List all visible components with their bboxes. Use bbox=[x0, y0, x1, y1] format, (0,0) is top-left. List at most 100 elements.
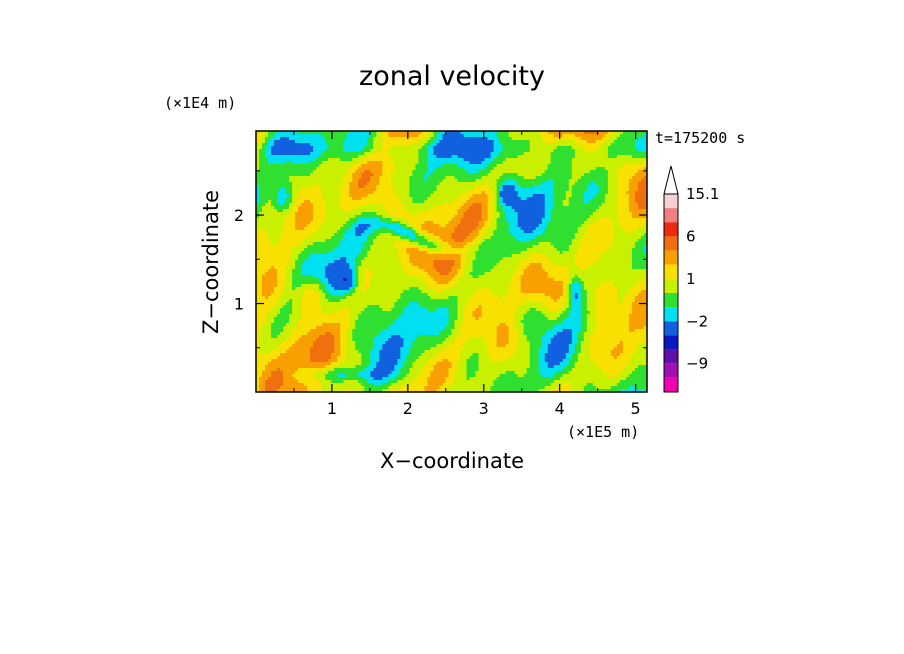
field-cell bbox=[526, 134, 531, 138]
field-cell bbox=[436, 206, 440, 210]
field-cell bbox=[415, 236, 419, 240]
field-cell bbox=[328, 197, 332, 201]
field-cell bbox=[529, 146, 534, 150]
field-cell bbox=[283, 173, 287, 177]
field-cell bbox=[583, 155, 588, 159]
field-cell bbox=[406, 200, 410, 204]
field-cell bbox=[499, 191, 504, 195]
field-cell bbox=[280, 221, 284, 225]
field-cell bbox=[538, 161, 543, 165]
field-cell bbox=[637, 215, 642, 219]
field-cell bbox=[562, 200, 567, 204]
field-cell bbox=[334, 188, 338, 192]
field-cell bbox=[475, 176, 479, 180]
field-cell bbox=[256, 221, 260, 225]
field-cell bbox=[307, 176, 311, 180]
field-cell bbox=[463, 227, 467, 231]
field-cell bbox=[493, 221, 498, 225]
field-cell bbox=[610, 227, 615, 231]
field-cell bbox=[313, 215, 317, 219]
field-cell bbox=[445, 206, 449, 210]
field-cell bbox=[280, 134, 284, 138]
field-cell bbox=[403, 197, 407, 201]
field-cell bbox=[553, 194, 558, 198]
field-cell bbox=[298, 227, 302, 231]
field-cell bbox=[490, 134, 495, 138]
field-cell bbox=[544, 137, 549, 141]
field-cell bbox=[463, 137, 467, 141]
field-cell bbox=[514, 236, 519, 240]
field-cell bbox=[463, 218, 467, 222]
field-cell bbox=[550, 209, 555, 213]
field-cell bbox=[328, 167, 332, 171]
field-cell bbox=[370, 242, 374, 246]
field-cell bbox=[577, 179, 582, 183]
field-cell bbox=[601, 206, 606, 210]
field-cell bbox=[436, 158, 440, 162]
field-cell bbox=[541, 173, 546, 177]
field-cell bbox=[631, 236, 636, 240]
field-cell bbox=[394, 203, 398, 207]
field-cell bbox=[637, 191, 642, 195]
field-cell bbox=[574, 209, 579, 213]
field-cell bbox=[616, 137, 621, 141]
field-cell bbox=[316, 173, 320, 177]
field-cell bbox=[553, 227, 558, 231]
field-cell bbox=[490, 131, 495, 135]
field-cell bbox=[466, 230, 470, 234]
field-cell bbox=[562, 158, 567, 162]
field-cell bbox=[319, 230, 323, 234]
field-cell bbox=[613, 203, 618, 207]
field-cell bbox=[499, 215, 504, 219]
field-cell bbox=[556, 236, 561, 240]
field-cell bbox=[478, 239, 482, 243]
field-cell bbox=[574, 224, 579, 228]
field-cell bbox=[499, 206, 504, 210]
field-cell bbox=[538, 218, 543, 222]
field-cell bbox=[625, 209, 630, 213]
field-cell bbox=[469, 134, 473, 138]
field-cell bbox=[511, 227, 516, 231]
field-cell bbox=[568, 185, 573, 189]
field-cell bbox=[322, 143, 326, 147]
field-cell bbox=[337, 224, 341, 228]
field-cell bbox=[583, 233, 588, 237]
field-cell bbox=[256, 194, 260, 198]
field-cell bbox=[262, 200, 266, 204]
field-cell bbox=[487, 221, 491, 225]
field-cell bbox=[505, 167, 510, 171]
field-cell bbox=[505, 152, 510, 156]
field-cell bbox=[331, 146, 335, 150]
field-cell bbox=[406, 230, 410, 234]
field-cell bbox=[490, 182, 495, 186]
field-cell bbox=[292, 221, 296, 225]
field-cell bbox=[316, 239, 320, 243]
field-cell bbox=[568, 236, 573, 240]
field-cell bbox=[268, 242, 272, 246]
field-cell bbox=[601, 155, 606, 159]
field-cell bbox=[439, 182, 443, 186]
field-cell bbox=[592, 155, 597, 159]
field-cell bbox=[607, 131, 612, 135]
field-cell bbox=[280, 236, 284, 240]
field-cell bbox=[478, 137, 482, 141]
field-cell bbox=[397, 203, 401, 207]
field-cell bbox=[517, 230, 522, 234]
field-cell bbox=[532, 242, 537, 246]
field-cell bbox=[349, 215, 353, 219]
field-cell bbox=[337, 131, 341, 135]
field-cell bbox=[313, 236, 317, 240]
field-cell bbox=[412, 173, 416, 177]
field-cell bbox=[625, 206, 630, 210]
field-cell bbox=[415, 218, 419, 222]
field-cell bbox=[505, 143, 510, 147]
field-cell bbox=[550, 224, 555, 228]
field-cell bbox=[262, 179, 266, 183]
field-cell bbox=[469, 197, 473, 201]
field-cell bbox=[385, 200, 389, 204]
field-cell bbox=[280, 155, 284, 159]
field-cell bbox=[265, 245, 269, 249]
field-cell bbox=[475, 218, 479, 222]
field-cell bbox=[256, 161, 260, 165]
field-cell bbox=[292, 233, 296, 237]
